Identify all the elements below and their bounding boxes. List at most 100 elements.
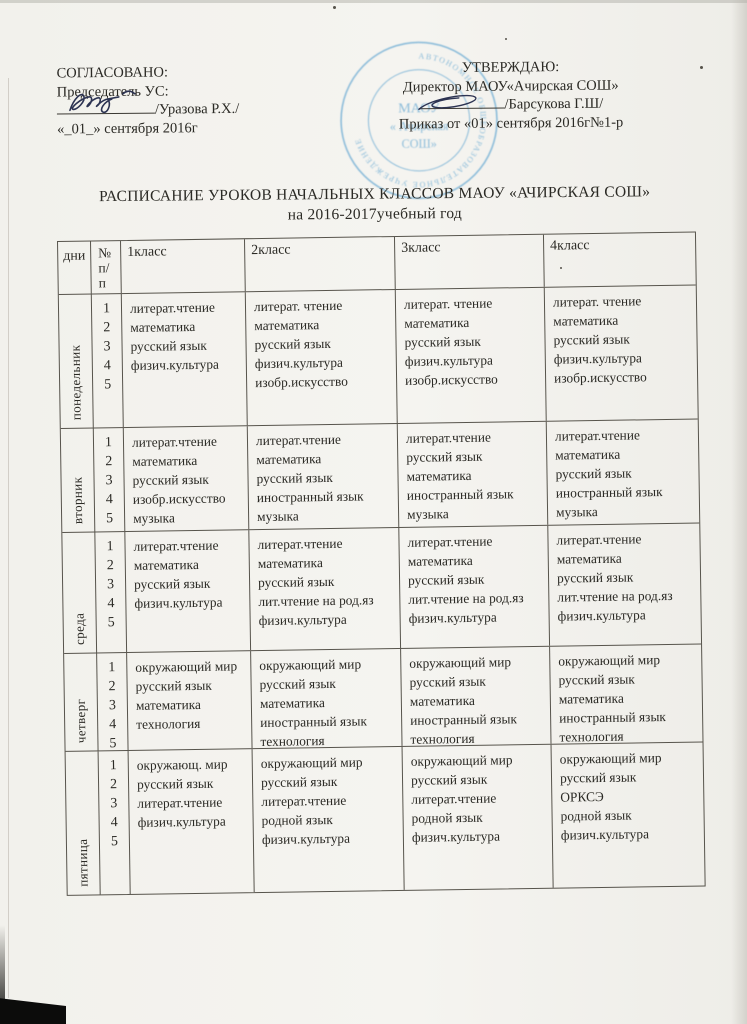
lesson: физич.культура [404,352,494,369]
lesson: математика [130,318,196,335]
lessons-class-1: литерат.чтение математика русский язык физи… [125,530,252,653]
lesson: литерат.чтение [261,792,347,810]
lessons-class-4: литерат.чтение математика русский язык инос… [547,420,698,525]
lesson: литерат.чтение [411,790,497,807]
period-number: 1 [104,435,113,451]
period-number: 1 [108,660,116,676]
approved-signature-line: /Барсукова Г.Ш/ [348,94,674,115]
period-number: 5 [109,736,117,751]
lesson: физич.культура [411,828,501,845]
agreed-signature-line: /Уразова Р.Х./ [56,90,240,120]
lesson: русский язык [256,469,333,487]
agreed-heading: СОГЛАСОВАНО: [56,64,169,82]
period-number: 2 [106,558,114,574]
period-number: 3 [103,339,111,355]
period-number: 5 [104,377,112,393]
lesson: математика [259,695,326,712]
lesson: математика [558,690,624,707]
lesson: литерат.чтение [407,533,493,550]
lessons-class-3: окружающий мир русский язык математика инос… [401,646,552,746]
lessons-class-3: литерат.чтение русский язык математика инос… [397,421,549,527]
header-class-3: 3класс [394,234,545,289]
lesson: физич.культура [261,830,351,848]
lesson: лит.чтение на род.яз [557,587,673,605]
period-numbers-cell: 1 2 3 4 5 [91,294,124,428]
approved-order: Приказ от «01» сентября 2016г№1-р [398,114,624,132]
period-number: 1 [106,539,114,555]
scan-speck [560,267,562,269]
lesson: музыка [555,504,598,520]
stamp-line2: « Ачирская [390,119,449,134]
lessons-class-4: окружающий мир русский язык ОРКСЭ родной яз… [552,743,703,888]
lesson: изобр.искусство [255,373,348,391]
lesson: русский язык [556,569,634,586]
period-number: 5 [106,511,114,527]
header-class-1: 1класс [121,239,246,294]
lesson: литерат.чтение [131,433,218,450]
header-number: № п/ п [91,241,122,294]
lesson: русский язык [555,465,632,482]
lesson: окружающ. мир [136,756,228,773]
lesson: ОРКСЭ [560,788,604,805]
lesson: математика [133,556,199,573]
period-numbers-cell: 1 2 3 4 5 [95,532,128,653]
lesson: математика [555,446,621,463]
lesson: литерат.чтение [556,531,642,548]
lesson: физич.культура [560,826,650,843]
lesson: окружающий мир [135,658,238,675]
agreed-signature-name: /Уразова Р.Х./ [154,100,240,118]
lesson: математика [407,552,473,569]
lesson: иностранный язык [555,484,663,501]
lesson: математика [135,696,202,713]
lesson: математика [256,451,322,468]
approved-block: УТВЕРЖДАЮ: Директор МАОУ«Ачирская СОШ» /… [347,57,674,134]
lesson: литерат. чтение [552,293,642,310]
lesson: русский язык [136,775,214,792]
period-number: 3 [108,698,117,714]
stamp-line3: СОШ» [402,136,437,150]
day-cell: понедельник [58,294,94,428]
period-number: 1 [102,301,111,317]
lesson: русский язык [130,337,207,354]
handwritten-signature-icon [417,94,477,111]
lessons-class-1: литерат.чтение математика русский язык физи… [121,292,248,428]
lesson: русский язык [257,573,335,591]
table-row-среда: среда 1 2 3 4 5 литерат.чтение математика русски… [62,523,702,654]
table-row-понедельник: понедельник 1 2 3 4 5 литерат.чтение математика… [58,285,698,429]
lesson: изобр.искусство [404,371,498,388]
lesson: физич.культура [254,354,344,372]
lessons-class-3: литерат. чтение математика русский язык физ… [395,287,547,423]
lesson: математика [553,312,619,329]
lesson: литерат.чтение [137,794,223,811]
period-number: 3 [105,473,113,489]
period-number: 1 [109,758,117,774]
day-cell: вторник [60,428,96,532]
period-number: 2 [103,320,111,336]
lesson: родной язык [411,809,483,826]
scan-edge-shadow [0,925,5,1000]
lessons-class-3: литерат.чтение математика русский язык лит.… [399,525,551,648]
period-numbers-cell: 1 2 3 4 5 [98,750,131,895]
lesson: русский язык [406,448,483,465]
lessons-class-1: литерат.чтение математика русский язык изоб… [123,426,250,532]
period-number: 2 [108,679,116,695]
table-row-вторник: вторник 1 2 3 4 5 литерат.чтение математика русс… [60,419,700,533]
handwritten-signature-icon [69,90,136,114]
lesson: музыка [406,506,449,522]
period-number: 4 [107,596,115,612]
lesson: окружающий мир [259,656,362,674]
document-header: АВТОНОМНОЕ ОБЩЕОБРАЗОВАТЕЛЬНОЕ УЧРЕЖДЕНИ… [0,0,747,241]
agreed-block: СОГЛАСОВАНО: Председатель УС: /Уразова Р… [57,63,240,139]
school-round-stamp-icon: АВТОНОМНОЕ ОБЩЕОБРАЗОВАТЕЛЬНОЕ УЧРЕЖДЕНИ… [340,41,498,200]
lesson: технология [136,715,201,732]
day-label: понедельник [67,344,84,420]
day-label: пятница [74,838,91,887]
lesson: изобр.искусство [553,369,647,386]
lesson: математика [556,550,622,567]
lesson: технология [410,730,475,746]
lesson: окружающий мир [260,754,363,772]
lesson: русский язык [260,773,338,791]
period-number: 5 [107,615,115,631]
lesson: литерат. чтение [253,297,343,315]
